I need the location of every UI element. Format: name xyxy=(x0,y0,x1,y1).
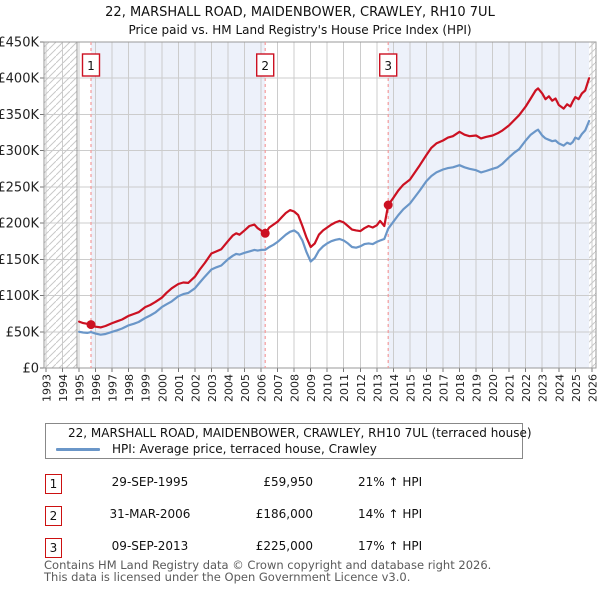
sale-1-price: £59,950 xyxy=(263,475,313,489)
sale-2-date: 31-MAR-2006 xyxy=(109,507,191,521)
svg-text:2003: 2003 xyxy=(206,374,219,402)
svg-text:3: 3 xyxy=(384,59,392,73)
sale-2-price: £186,000 xyxy=(255,507,313,521)
svg-text:1996: 1996 xyxy=(90,374,103,402)
svg-text:1993: 1993 xyxy=(41,374,54,402)
svg-text:1: 1 xyxy=(87,59,95,73)
sale-3-marker: 3 xyxy=(45,538,62,558)
legend-item-property: 22, MARSHALL ROAD, MAIDENBOWER, CRAWLEY,… xyxy=(56,426,532,440)
svg-text:2016: 2016 xyxy=(421,374,434,402)
svg-text:£450K: £450K xyxy=(0,36,39,51)
svg-text:2010: 2010 xyxy=(322,374,335,402)
svg-text:2022: 2022 xyxy=(520,374,533,402)
svg-text:£200K: £200K xyxy=(0,217,39,232)
legend-item-hpi: HPI: Average price, terraced house, Craw… xyxy=(56,442,522,456)
svg-text:£300K: £300K xyxy=(0,144,39,159)
sale-2-marker: 2 xyxy=(45,506,62,526)
svg-text:2015: 2015 xyxy=(404,374,417,402)
svg-text:£150K: £150K xyxy=(0,253,39,268)
sale-1-date: 29-SEP-1995 xyxy=(111,475,189,489)
svg-text:2018: 2018 xyxy=(454,374,467,402)
svg-text:2019: 2019 xyxy=(471,374,484,402)
svg-text:2011: 2011 xyxy=(338,374,351,402)
license-line-2: This data is licensed under the Open Gov… xyxy=(44,570,411,584)
sale-3-date: 09-SEP-2013 xyxy=(111,539,189,553)
svg-text:1995: 1995 xyxy=(74,374,87,402)
svg-text:2009: 2009 xyxy=(305,374,318,402)
svg-text:2006: 2006 xyxy=(256,374,269,402)
page-title: 22, MARSHALL ROAD, MAIDENBOWER, CRAWLEY,… xyxy=(105,5,495,20)
svg-text:2021: 2021 xyxy=(504,374,517,402)
sale-1-marker: 1 xyxy=(45,474,62,494)
svg-text:2: 2 xyxy=(261,59,269,73)
svg-text:2000: 2000 xyxy=(156,374,169,402)
sale-3-price: £225,000 xyxy=(255,539,313,553)
svg-text:£400K: £400K xyxy=(0,72,39,87)
sale-row-1: 1 29-SEP-1995 £59,950 21% ↑ HPI xyxy=(45,474,565,496)
svg-text:2023: 2023 xyxy=(537,374,550,402)
svg-text:1998: 1998 xyxy=(123,374,136,402)
svg-text:2008: 2008 xyxy=(289,374,302,402)
chart-legend: 22, MARSHALL ROAD, MAIDENBOWER, CRAWLEY,… xyxy=(45,423,532,459)
svg-text:2024: 2024 xyxy=(553,374,566,402)
svg-text:2012: 2012 xyxy=(355,374,368,402)
sale-2-hpi-change: 14% ↑ HPI xyxy=(358,507,423,521)
svg-text:2013: 2013 xyxy=(371,374,384,402)
svg-text:2001: 2001 xyxy=(173,374,186,402)
sale-3-hpi-change: 17% ↑ HPI xyxy=(358,539,423,553)
svg-text:2026: 2026 xyxy=(586,374,599,402)
copyright-line-1: Contains HM Land Registry data © Crown c… xyxy=(44,558,492,572)
svg-text:1997: 1997 xyxy=(107,374,120,402)
svg-text:1994: 1994 xyxy=(57,374,70,402)
svg-text:1999: 1999 xyxy=(140,374,153,402)
svg-text:2014: 2014 xyxy=(388,374,401,402)
page-subtitle: Price paid vs. HM Land Registry's House … xyxy=(128,23,472,37)
svg-text:2017: 2017 xyxy=(438,374,451,402)
svg-text:2007: 2007 xyxy=(272,374,285,402)
svg-text:2025: 2025 xyxy=(570,374,583,402)
legend-label-property: 22, MARSHALL ROAD, MAIDENBOWER, CRAWLEY,… xyxy=(68,426,532,440)
svg-text:£100K: £100K xyxy=(0,289,39,304)
price-history-chart: 1 2 3 £0 £50K £100K £150K £200K £250K £300K £350K £… xyxy=(0,36,599,403)
svg-text:2004: 2004 xyxy=(222,374,235,402)
legend-label-hpi: HPI: Average price, terraced house, Craw… xyxy=(112,442,377,456)
svg-text:2005: 2005 xyxy=(239,374,252,402)
sale-row-3: 3 09-SEP-2013 £225,000 17% ↑ HPI xyxy=(45,538,565,560)
svg-text:£350K: £350K xyxy=(0,108,39,123)
svg-text:2020: 2020 xyxy=(487,374,500,402)
sale-1-hpi-change: 21% ↑ HPI xyxy=(358,475,423,489)
blue-line-swatch xyxy=(56,447,100,451)
sale-row-2: 2 31-MAR-2006 £186,000 14% ↑ HPI xyxy=(45,506,565,528)
svg-text:2002: 2002 xyxy=(189,374,202,402)
svg-text:£250K: £250K xyxy=(0,180,39,195)
svg-text:£50K: £50K xyxy=(6,325,40,340)
svg-text:£0: £0 xyxy=(22,362,39,377)
